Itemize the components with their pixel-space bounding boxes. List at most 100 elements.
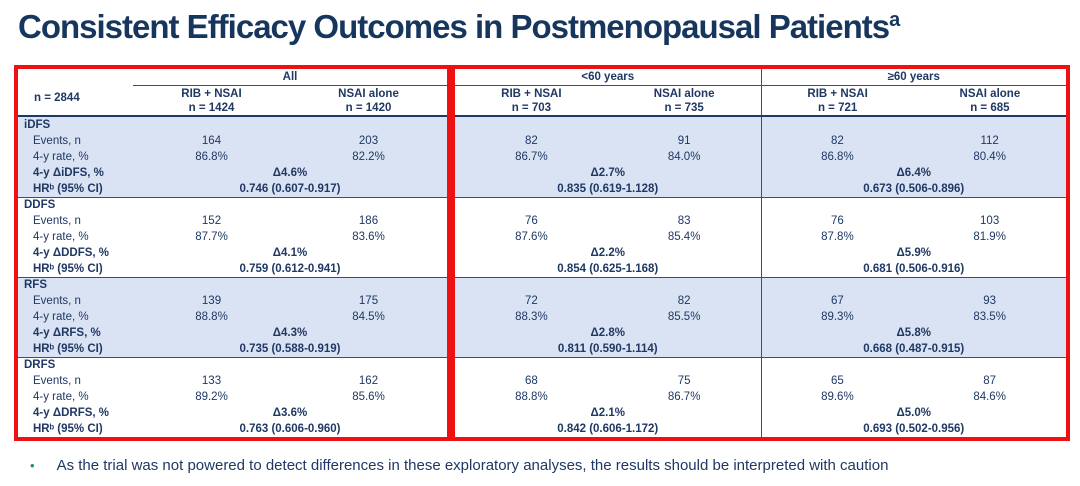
cell-value: 0.681 (0.506-0.916) <box>760 261 1067 277</box>
cell-value: Δ2.2% <box>590 247 625 259</box>
cell-value: 85.6% <box>352 391 385 403</box>
cell-value: 89.2% <box>195 391 228 403</box>
table-row: 86.7% 84.0% 86.8% 80.4% <box>455 149 1066 165</box>
row-label: 4-y rate, % <box>33 391 89 403</box>
table-row: Events, n 133 162 <box>18 373 447 389</box>
section-title-row: RFS <box>18 277 447 293</box>
cell-value: Δ6.4% <box>760 165 1067 181</box>
page-title-text: Consistent Efficacy Outcomes in Postmeno… <box>18 8 890 45</box>
table-row: Δ2.2% Δ5.9% <box>455 245 1066 261</box>
row-label: 4-y ΔiDFS, % <box>33 167 104 179</box>
section-band <box>455 198 761 213</box>
section-band <box>455 358 761 373</box>
row-label: Events, n <box>33 135 81 147</box>
panel-all: n = 2844 All RIB + NSAI n = 1424 NSAI al… <box>14 65 451 441</box>
arm-name: RIB + NSAI <box>181 87 242 100</box>
arm-n: n = 1420 <box>345 101 392 114</box>
arm-n: n = 685 <box>970 101 1010 114</box>
cell-value: 112 <box>980 135 999 147</box>
group-under60-arms: RIB + NSAI n = 703 NSAI alone n = 735 <box>455 86 761 115</box>
group-60plus: ≥60 years RIB + NSAI n = 721 NSAI alone … <box>760 69 1067 115</box>
cell-value: 0.746 (0.607-0.917) <box>239 183 341 195</box>
cell-value: 88.3% <box>515 311 548 323</box>
cell-value: 82 <box>524 135 538 147</box>
section-band <box>760 117 1067 133</box>
footnote-text: As the trial was not powered to detect d… <box>56 457 889 474</box>
cell-value: Δ4.1% <box>272 247 308 259</box>
table-row: 87.6% 85.4% 87.8% 81.9% <box>455 229 1066 245</box>
cell-value: 0.835 (0.619-1.128) <box>557 183 659 195</box>
cell-value: 0.854 (0.625-1.168) <box>557 263 659 275</box>
cell-value: 84.0% <box>667 151 701 163</box>
table-row: Δ2.7% Δ6.4% <box>455 165 1066 181</box>
table-row: HRᵇ (95% CI) 0.763 (0.606-0.960) <box>18 421 447 437</box>
cell-value: 81.9% <box>973 231 1006 243</box>
cell-value: 203 <box>358 135 379 147</box>
group-under60: <60 years RIB + NSAI n = 703 NSAI alone … <box>455 69 761 115</box>
section-title-row: DDFS <box>18 197 447 213</box>
row-label: HRᵇ (95% CI) <box>33 423 103 435</box>
cell-value: 80.4% <box>973 151 1006 163</box>
cell-value: Δ5.0% <box>760 405 1067 421</box>
cell-value: 0.673 (0.506-0.896) <box>760 181 1067 197</box>
footnote: • As the trial was not powered to detect… <box>30 457 888 474</box>
group-under60-label: <60 years <box>455 69 761 86</box>
cell-value: 82 <box>677 295 691 307</box>
table-row: 88.8% 86.7% 89.6% 84.6% <box>455 389 1066 405</box>
cell-value: 0.735 (0.588-0.919) <box>239 343 341 355</box>
table-row: 0.854 (0.625-1.168) 0.681 (0.506-0.916) <box>455 261 1066 277</box>
group-all-arms: RIB + NSAI n = 1424 NSAI alone n = 1420 <box>133 86 447 115</box>
row-label: HRᵇ (95% CI) <box>33 343 103 355</box>
section-title-row: DRFS <box>18 357 447 373</box>
row-label: HRᵇ (95% CI) <box>33 263 103 275</box>
cell-value: 133 <box>201 375 222 387</box>
total-n-label: n = 2844 <box>34 92 80 104</box>
cell-value: Δ4.6% <box>272 167 308 179</box>
cell-value: 162 <box>358 375 379 387</box>
cell-value: Δ5.8% <box>760 325 1067 341</box>
table-row: HRᵇ (95% CI) 0.759 (0.612-0.941) <box>18 261 447 277</box>
page-title: Consistent Efficacy Outcomes in Postmeno… <box>18 8 900 46</box>
arm-n: n = 703 <box>511 101 552 114</box>
row-label: Events, n <box>33 375 81 387</box>
table-body-age-subgroups: 82 91 82 112 86.7% 84.0% 86.8% 80.4% Δ2.7% Δ6.4% 0… <box>455 117 1066 437</box>
arm-n: n = 1424 <box>188 101 235 114</box>
cell-value: 89.6% <box>760 389 914 405</box>
table-row: 4-y rate, % 89.2% 85.6% <box>18 389 447 405</box>
section-band <box>760 198 1067 213</box>
table-row: 0.811 (0.590-1.114) 0.668 (0.487-0.915) <box>455 341 1066 357</box>
group-all-label: All <box>133 69 447 86</box>
arm-name: RIB + NSAI <box>501 87 562 100</box>
group-all: All RIB + NSAI n = 1424 NSAI alone n = 1… <box>133 69 447 115</box>
cell-value: 0.693 (0.502-0.956) <box>760 421 1067 437</box>
row-label: Events, n <box>33 215 81 227</box>
group-60plus-label: ≥60 years <box>761 69 1066 86</box>
arm-name: RIB + NSAI <box>807 87 868 100</box>
cell-value: 85.5% <box>667 311 701 323</box>
arm-nsai-alone: NSAI alone n = 1420 <box>290 87 447 115</box>
arm-name: NSAI alone <box>959 87 1021 100</box>
arm-nsai-alone: NSAI alone n = 735 <box>608 87 761 115</box>
group-60plus-arms: RIB + NSAI n = 721 NSAI alone n = 685 <box>762 86 1067 115</box>
cell-value: Δ4.3% <box>272 327 308 339</box>
cell-value: 152 <box>201 215 222 227</box>
section-title-row <box>455 197 1066 213</box>
cell-value: Δ2.7% <box>590 167 625 179</box>
panel-age-subgroups: <60 years RIB + NSAI n = 703 NSAI alone … <box>451 65 1070 441</box>
section-title: DDFS <box>24 199 56 211</box>
cell-value: 88.8% <box>195 311 228 323</box>
row-label: 4-y rate, % <box>33 311 89 323</box>
cell-value: 87 <box>983 375 997 387</box>
cell-value: 75 <box>677 375 691 387</box>
cell-value: 83 <box>677 215 691 227</box>
arm-n: n = 721 <box>817 101 858 114</box>
cell-value: 67 <box>760 293 914 309</box>
row-label: 4-y ΔRFS, % <box>33 327 101 339</box>
arm-rib-nsai: RIB + NSAI n = 1424 <box>133 87 290 115</box>
table-row: 4-y rate, % 87.7% 83.6% <box>18 229 447 245</box>
row-label: 4-y ΔDDFS, % <box>33 247 110 259</box>
section-title-row <box>455 117 1066 133</box>
cell-value: 88.8% <box>515 391 548 403</box>
table-row: 4-y rate, % 88.8% 84.5% <box>18 309 447 325</box>
section-band <box>455 117 761 133</box>
